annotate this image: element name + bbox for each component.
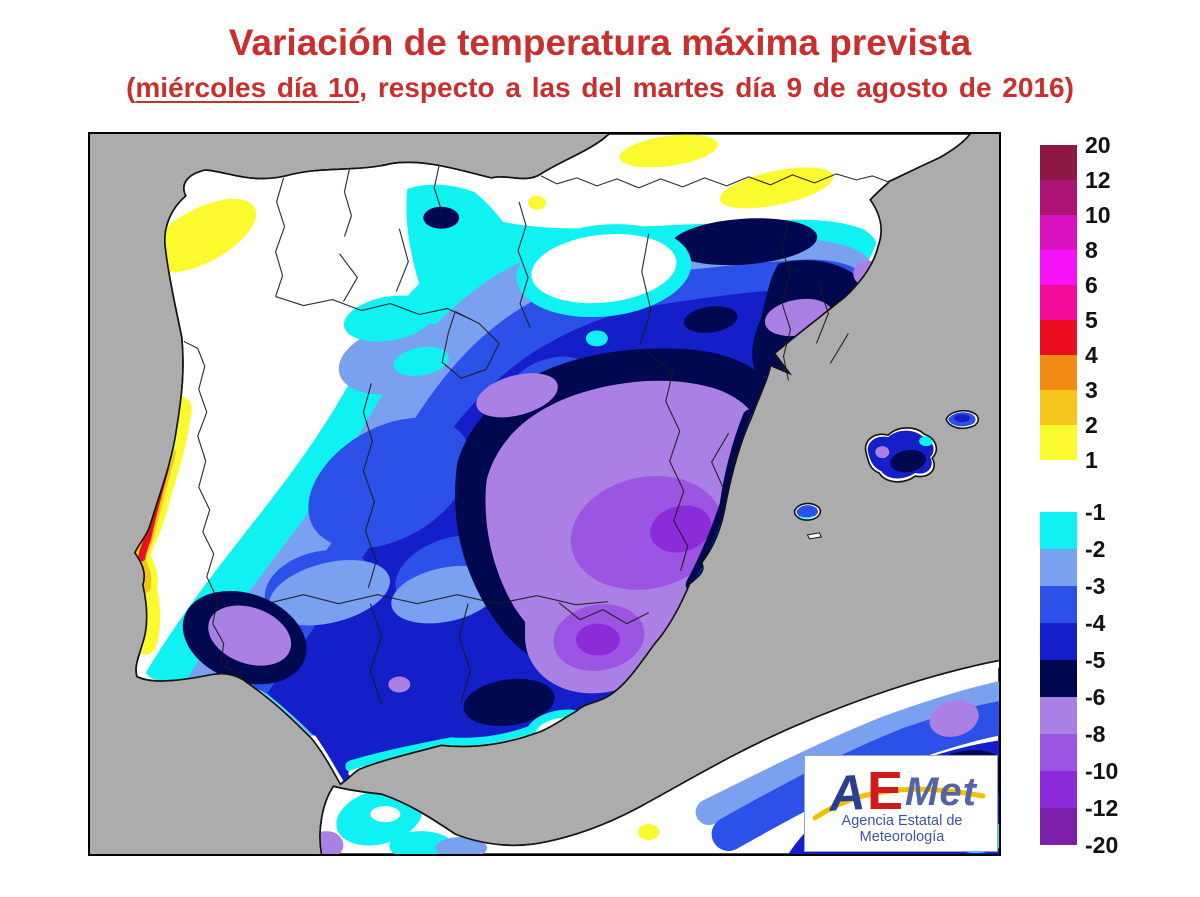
mallorca-navy-core (890, 449, 926, 473)
legend-swatch (1040, 390, 1077, 425)
legend-swatch (1040, 180, 1077, 215)
legend-swatch (1040, 808, 1077, 845)
navy-band-pyrenees (669, 218, 818, 266)
legend-tick-label: -5 (1085, 647, 1106, 673)
legend-tick-label: 20 (1085, 132, 1111, 158)
legend-swatch (1040, 697, 1077, 734)
legend-tick-label: 2 (1085, 412, 1098, 438)
map-frame: A E Met Agencia Estatal de Meteorología (88, 132, 1001, 856)
legend-tick-label: 4 (1085, 342, 1098, 368)
legend-swatch (1040, 425, 1077, 460)
legend-tick-label: -8 (1085, 721, 1106, 747)
legend-tick-label: 10 (1085, 202, 1111, 228)
navy-blob-ebro (683, 306, 738, 333)
africa-cornflower-patch (435, 837, 488, 854)
page-title: Variación de temperatura máxima prevista (228, 22, 972, 63)
aemet-swoosh-icon (812, 786, 986, 821)
mallorca-cyan-fringe (919, 436, 934, 447)
navy-blob-vitoria (423, 206, 460, 229)
legend-swatch (1040, 586, 1077, 623)
africa-purple-tangier (319, 831, 344, 854)
soria-white-hole (531, 234, 677, 304)
teruel-cyan-dot (585, 330, 608, 347)
legend-tick-label: 3 (1085, 377, 1098, 403)
purple-blob-badajoz (208, 605, 292, 666)
aemet-letters-met: Met (905, 770, 977, 814)
legend-swatch (1040, 250, 1077, 285)
legend-swatch (1040, 145, 1077, 180)
africa-cyan-south (389, 831, 454, 854)
legend-tick-label: 12 (1085, 167, 1111, 193)
subtitle-date-underlined: miércoles día 10 (135, 72, 360, 103)
purple-dot-granada (388, 676, 411, 693)
mallorca-purple-spot (875, 446, 890, 459)
ibiza-fill (796, 505, 818, 519)
warming-blob-pyrenees-west (619, 134, 719, 168)
duero-cyan-pocket-1 (343, 295, 435, 342)
aemet-wordmark: A E Met (815, 758, 995, 824)
legend-swatch (1040, 215, 1077, 250)
page-subtitle: (miércoles día 10, respecto a las del ma… (0, 72, 1200, 104)
legend-swatch (1040, 623, 1077, 660)
aemet-logo: A E Met Agencia Estatal de Meteorología (804, 755, 998, 852)
legend-swatch (1040, 285, 1077, 320)
formentera-island (806, 532, 823, 540)
africa-coastline (319, 659, 999, 854)
aemet-letter-e: E (867, 761, 904, 821)
temperature-shading (134, 134, 884, 784)
legend-tick-label: 6 (1085, 272, 1098, 298)
legend-swatch (1040, 771, 1077, 808)
legend-tick-label: -10 (1085, 758, 1119, 784)
legend-tick-label: 8 (1085, 237, 1098, 263)
duero-cyan-pocket-2 (393, 346, 449, 376)
cornflower-patch-guadalquivir-east (391, 566, 500, 624)
legend-tick-label: -6 (1085, 684, 1106, 710)
aemet-caption: Agencia Estatal de Meteorología (841, 813, 963, 845)
africa-purple-blob-east (929, 699, 979, 737)
navy-blob-sierra-nevada (463, 678, 555, 727)
legend-tick-label: -2 (1085, 536, 1106, 562)
legend-swatch (1040, 320, 1077, 355)
province-borders (183, 164, 889, 705)
africa-white-coast-band (643, 660, 999, 812)
balearic-islands (793, 410, 980, 540)
iberia-coastline (134, 134, 971, 786)
legend-tick-label: -1 (1085, 499, 1106, 525)
iberia-temperature-variation-map (90, 134, 999, 854)
legend-tick-label: -12 (1085, 795, 1119, 821)
legend-tick-label: -20 (1085, 832, 1119, 858)
warming-blob-galicia (147, 198, 257, 273)
subtitle-rest: , respecto a las del martes día 9 de ago… (359, 72, 1074, 103)
menorca-core (954, 414, 971, 423)
purple-lobe-northwest (476, 373, 558, 418)
warming-blob-biarritz (528, 195, 546, 210)
purple-core-cuenca (570, 475, 723, 590)
legend-tick-label: -3 (1085, 573, 1106, 599)
violet-spot-murcia (575, 623, 620, 656)
legend-tick-label: 5 (1085, 307, 1098, 333)
cornflower-patch-guadalquivir-west (269, 560, 390, 626)
legend-color-bar (1040, 145, 1077, 460)
medium-blue-patch-toledo (308, 417, 471, 549)
legend-swatch (1040, 355, 1077, 390)
violet-spot-valencia-inland (650, 505, 712, 553)
legend-tick-label: -4 (1085, 610, 1106, 636)
warming-blob-pyrenees-east (719, 167, 834, 209)
legend-color-bar (1040, 512, 1077, 845)
legend-swatch (1040, 512, 1077, 549)
legend-swatch (1040, 660, 1077, 697)
ibiza-cyan-edge (797, 514, 816, 519)
subtitle-prefix: ( (126, 72, 136, 103)
south-coast-cyan-fringe (345, 724, 542, 773)
africa-yellow-dot (637, 824, 660, 841)
africa-white-swirl (370, 806, 401, 823)
legend-swatch (1040, 734, 1077, 771)
legend-swatch (1040, 549, 1077, 586)
legend-tick-label: 1 (1085, 447, 1098, 473)
